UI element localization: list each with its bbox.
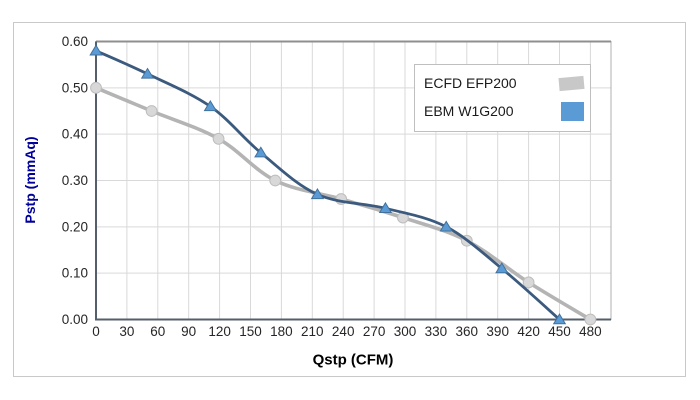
marker-circle-ecfd-efp200 — [90, 81, 102, 94]
y-tick-label: 0.00 — [62, 312, 88, 327]
axes — [95, 40, 612, 321]
x-tick-label: 450 — [548, 324, 571, 339]
marker-triangle-ebm-w1g200 — [89, 44, 103, 56]
legend-swatch-gray — [558, 75, 585, 91]
y-tick-labels: 0.00 0.10 0.20 0.30 0.40 0.50 0.60 — [62, 34, 88, 327]
marker-triangle-ebm-w1g200 — [552, 313, 567, 325]
x-tick-label: 180 — [270, 324, 293, 339]
x-tick-label: 360 — [456, 324, 479, 339]
y-tick-label: 0.20 — [62, 219, 88, 234]
marker-triangle-ebm-w1g200 — [203, 100, 218, 112]
x-tick-labels: 0 30 60 90 120 150 180 210 240 270 300 330 360 390 420… — [92, 324, 601, 339]
y-tick-label: 0.50 — [62, 80, 88, 95]
x-tick-label: 480 — [579, 324, 602, 339]
legend-swatch-blue — [561, 101, 584, 121]
marker-circle-ecfd-efp200 — [145, 105, 158, 117]
legend-label-ecfd-efp200: ECFD EFP200 — [424, 75, 517, 92]
x-tick-label: 90 — [181, 324, 196, 339]
marker-circle-ecfd-efp200 — [522, 276, 535, 289]
y-axis-title: Pstp (mmAq) — [22, 136, 38, 224]
legend-label-ebm-w1g200: EBM W1G200 — [424, 103, 514, 120]
series-ecfd-efp200 — [90, 81, 597, 326]
marker-triangle-ebm-w1g200 — [254, 146, 268, 158]
x-tick-label: 420 — [517, 324, 540, 339]
x-tick-label: 300 — [394, 324, 417, 339]
marker-circle-ecfd-efp200 — [269, 174, 282, 187]
legend-item-ecfd-efp200: ECFD EFP200 — [424, 75, 586, 91]
y-tick-label: 0.60 — [62, 34, 88, 49]
marker-circle-ecfd-efp200 — [584, 313, 597, 326]
marker-triangle-ebm-w1g200 — [310, 188, 325, 200]
x-tick-label: 120 — [208, 324, 231, 339]
x-tick-label: 150 — [239, 324, 262, 339]
marker-triangle-ebm-w1g200 — [140, 67, 155, 79]
x-tick-label: 240 — [332, 324, 355, 339]
x-tick-label: 60 — [150, 324, 165, 339]
marker-triangle-ebm-w1g200 — [439, 220, 453, 232]
series-ebm-w1g200 — [89, 44, 567, 325]
x-axis-title: Qstp (CFM) — [312, 351, 394, 369]
y-tick-label: 0.40 — [62, 127, 88, 142]
x-tick-label: 210 — [301, 324, 324, 339]
marker-triangle-ebm-w1g200 — [378, 201, 393, 213]
x-tick-label: 390 — [486, 324, 509, 339]
x-tick-label: 270 — [363, 324, 386, 339]
marker-triangle-ebm-w1g200 — [495, 262, 509, 274]
y-tick-label: 0.10 — [62, 266, 88, 281]
x-tick-label: 30 — [119, 324, 134, 339]
legend-item-ebm-w1g200: EBM W1G200 — [424, 101, 586, 121]
marker-circle-ecfd-efp200 — [212, 132, 225, 145]
y-tick-label: 0.30 — [62, 173, 88, 188]
x-tick-label: 330 — [425, 324, 448, 339]
chart-legend: ECFD EFP200 EBM W1G200 — [414, 64, 591, 132]
x-tick-label: 0 — [92, 324, 100, 339]
